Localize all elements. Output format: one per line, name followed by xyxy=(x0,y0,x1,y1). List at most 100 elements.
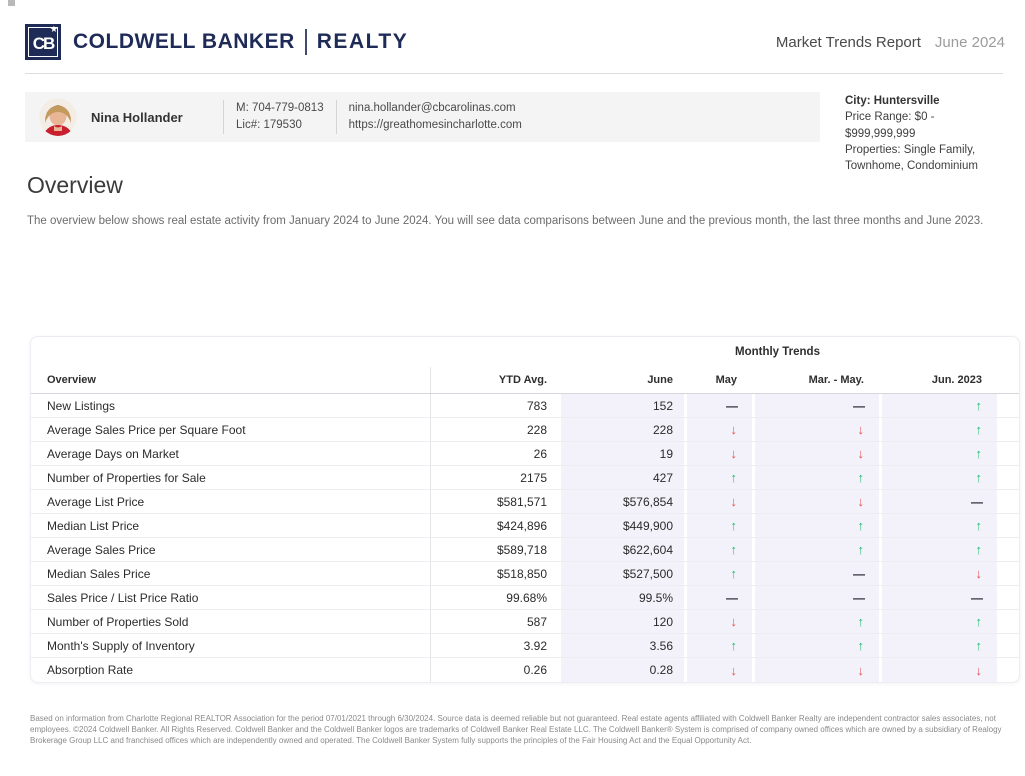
row-spacer xyxy=(997,658,1019,682)
june-value: 120 xyxy=(558,610,684,633)
logo-inner-frame: CB xyxy=(28,27,58,57)
agent-website-link[interactable]: https://greathomesincharlotte.com xyxy=(348,119,522,131)
may-trend: ↑ xyxy=(684,538,752,561)
column-header-spacer xyxy=(997,367,1019,393)
mar-may-trend: — xyxy=(752,562,879,585)
trend-down-icon: ↓ xyxy=(730,446,738,461)
may-trend: — xyxy=(684,394,752,417)
report-date: June 2024 xyxy=(934,33,1005,51)
table-group-header-row: Monthly Trends xyxy=(31,337,1019,367)
metric-label: Sales Price / List Price Ratio xyxy=(31,586,431,609)
agent-phone: M: 704-779-0813 xyxy=(236,101,324,114)
jun-2023-trend: ↑ xyxy=(879,610,997,633)
agent-email-link[interactable]: nina.hollander@cbcarolinas.com xyxy=(348,101,516,114)
trend-flat-icon: — xyxy=(971,590,983,605)
jun-2023-trend: ↑ xyxy=(879,466,997,489)
agent-name: Nina Hollander xyxy=(91,109,183,125)
trend-down-icon: ↓ xyxy=(730,614,738,629)
trend-up-icon: ↑ xyxy=(730,518,738,533)
trend-up-icon: ↑ xyxy=(857,518,865,533)
screenshot-artifact xyxy=(8,0,15,6)
row-spacer xyxy=(997,442,1019,465)
criteria-price-range-line1: Price Range: $0 - xyxy=(845,111,935,124)
jun-2023-trend: ↑ xyxy=(879,514,997,537)
brand-divider xyxy=(304,29,307,55)
june-value: 99.5% xyxy=(558,586,684,609)
metric-label: Average List Price xyxy=(31,490,431,513)
june-value: $527,500 xyxy=(558,562,684,585)
metric-label: Median Sales Price xyxy=(31,562,431,585)
may-trend: — xyxy=(684,586,752,609)
trend-flat-icon: — xyxy=(726,590,738,605)
trend-up-icon: ↑ xyxy=(975,398,983,413)
table-row: Number of Properties Sold 587 120 ↓ ↑ ↑ xyxy=(31,610,1019,634)
mar-may-trend: ↑ xyxy=(752,610,879,633)
agent-avatar xyxy=(39,98,77,136)
overview-description: The overview below shows real estate act… xyxy=(27,215,984,227)
june-value: $449,900 xyxy=(558,514,684,537)
jun-2023-trend: ↓ xyxy=(879,562,997,585)
column-header-jun-2023: Jun. 2023 xyxy=(931,374,982,386)
overview-table-card: Monthly Trends Overview YTD Avg. June Ma… xyxy=(30,336,1020,683)
trend-down-icon: ↓ xyxy=(975,566,983,581)
metric-label: Number of Properties for Sale xyxy=(31,466,431,489)
metric-label: Number of Properties Sold xyxy=(31,610,431,633)
trend-up-icon: ↑ xyxy=(857,638,865,653)
page-title: Overview xyxy=(27,172,123,198)
june-value: 427 xyxy=(558,466,684,489)
agent-bar-separator xyxy=(223,100,224,134)
agent-license: Lic#: 179530 xyxy=(236,119,302,131)
metric-label: New Listings xyxy=(31,394,431,417)
june-value: 3.56 xyxy=(558,634,684,657)
trend-up-icon: ↑ xyxy=(975,518,983,533)
table-row: New Listings 783 152 — — ↑ xyxy=(31,394,1019,418)
mar-may-trend: ↓ xyxy=(752,490,879,513)
trend-down-icon: ↓ xyxy=(857,422,865,437)
row-spacer xyxy=(997,538,1019,561)
logo-star-icon: ★ xyxy=(49,24,58,34)
mar-may-trend: — xyxy=(752,394,879,417)
trend-up-icon: ↑ xyxy=(975,470,983,485)
criteria-city: City: Huntersville xyxy=(845,95,940,107)
table-row: Number of Properties for Sale 2175 427 ↑ ↑ ↑ xyxy=(31,466,1019,490)
trend-up-icon: ↑ xyxy=(730,542,738,557)
jun-2023-trend: ↓ xyxy=(879,658,997,682)
ytd-avg-value: 783 xyxy=(526,398,547,413)
page-header: CB ★ COLDWELL BANKER REALTY Market Trend… xyxy=(25,18,1005,66)
table-row: Month's Supply of Inventory 3.92 3.56 ↑ ↑ ↑ xyxy=(31,634,1019,658)
jun-2023-trend: ↑ xyxy=(879,634,997,657)
may-trend: ↑ xyxy=(684,634,752,657)
report-header-meta: Market Trends Report June 2024 xyxy=(776,34,1005,51)
june-value: 0.28 xyxy=(558,658,684,682)
metric-label: Average Sales Price xyxy=(31,538,431,561)
brand-division: REALTY xyxy=(316,30,409,53)
jun-2023-trend: — xyxy=(879,490,997,513)
legal-disclaimer: Based on information from Charlotte Regi… xyxy=(30,714,1002,745)
june-value: $622,604 xyxy=(558,538,684,561)
criteria-properties-line2: Townhome, Condominium xyxy=(845,160,978,173)
brand-name: COLDWELL BANKER xyxy=(73,30,295,53)
agent-info-bar: Nina Hollander M: 704-779-0813 Lic#: 179… xyxy=(25,92,820,142)
table-row: Absorption Rate 0.26 0.28 ↓ ↓ ↓ xyxy=(31,658,1019,682)
trend-flat-icon: — xyxy=(853,590,865,605)
may-trend: ↓ xyxy=(684,610,752,633)
ytd-avg-value: 228 xyxy=(526,422,547,437)
row-spacer xyxy=(997,418,1019,441)
row-spacer xyxy=(997,514,1019,537)
row-spacer xyxy=(997,466,1019,489)
mar-may-trend: ↓ xyxy=(752,442,879,465)
trend-down-icon: ↓ xyxy=(857,446,865,461)
table-row: Median Sales Price $518,850 $527,500 ↑ — ↓ xyxy=(31,562,1019,586)
metric-label: Absorption Rate xyxy=(31,658,431,682)
row-spacer xyxy=(997,490,1019,513)
trend-flat-icon: — xyxy=(853,566,865,581)
column-header-ytd-avg: YTD Avg. xyxy=(498,374,547,386)
row-spacer xyxy=(997,610,1019,633)
table-row: Average Days on Market 26 19 ↓ ↓ ↑ xyxy=(31,442,1019,466)
column-header-june: June xyxy=(647,374,673,386)
june-value: 152 xyxy=(558,394,684,417)
june-value: 19 xyxy=(558,442,684,465)
ytd-avg-value: $581,571 xyxy=(496,494,547,509)
trend-down-icon: ↓ xyxy=(975,662,983,678)
row-spacer xyxy=(997,586,1019,609)
